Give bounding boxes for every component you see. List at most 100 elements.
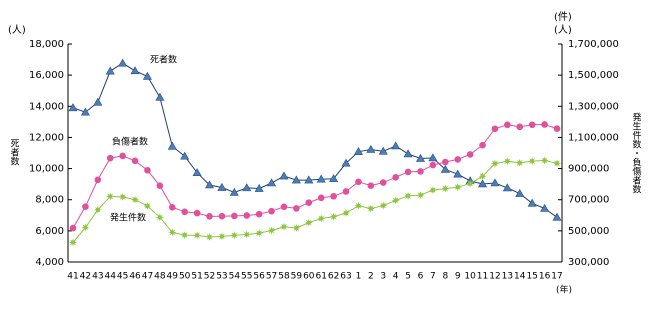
marker [118,58,128,67]
marker [440,164,450,173]
x-tick-label: 57 [266,272,277,282]
y2-tick-label: 1,500,000 [568,70,619,81]
marker [305,199,313,206]
marker [528,157,537,166]
x-tick-label: 45 [117,272,128,282]
marker [515,158,524,167]
x-tick-label: 59 [291,272,303,282]
marker [504,121,511,129]
marker [316,174,326,183]
x-tick-label: 17 [551,272,562,282]
marker [106,192,115,201]
marker [144,166,151,174]
marker [82,203,89,210]
marker [541,121,548,128]
x-tick-label: 51 [191,272,202,282]
marker [466,151,474,158]
series-line [72,159,558,243]
y-tick-label: 8,000 [35,195,64,206]
marker [69,224,77,232]
marker [168,228,177,237]
x-tick-label: 56 [253,272,265,282]
y2-axis-title: 発生件数・負傷者数 [631,111,642,194]
marker [156,182,164,190]
marker [379,201,388,210]
marker [81,223,90,232]
x-tick-label: 9 [455,272,461,282]
x-tick-label: 16 [539,272,551,282]
x-tick-label: 15 [526,272,537,282]
series-line [72,123,558,229]
marker [552,212,562,221]
marker [143,202,152,211]
marker [528,121,536,129]
x-tick-label: 43 [92,272,103,282]
y-tick-label: 16,000 [29,70,64,81]
x-tick-label: 54 [229,272,241,282]
x-tick-label: 44 [105,272,117,282]
marker [366,204,375,213]
marker [131,195,140,204]
right-unit: (件) [554,11,572,23]
marker [353,147,363,155]
marker [442,158,449,166]
marker [267,226,276,235]
x-tick-label: 52 [204,272,215,282]
marker [279,171,289,180]
marker [478,172,487,181]
marker [205,232,214,241]
marker [502,183,512,192]
x-tick-label: 7 [430,272,436,282]
y-tick-label: 14,000 [29,101,64,112]
x-tick-label: 55 [241,272,252,282]
marker [217,182,227,191]
marker [268,207,275,215]
x-tick-label: 8 [442,272,448,282]
marker [553,159,561,168]
marker [255,229,264,238]
marker [366,144,376,153]
marker [255,210,263,218]
marker [342,188,350,195]
marker [168,203,176,211]
x-tick-label: 6 [418,272,424,282]
y2-tick-label: 1,300,000 [568,101,619,112]
x-tick-label: 11 [477,272,488,282]
marker [378,146,388,155]
x-tick-label: 60 [303,272,315,282]
marker [341,158,351,167]
marker [516,123,524,131]
marker [69,238,77,247]
y-tick-label: 10,000 [29,164,64,175]
x-tick-label: 14 [514,272,526,282]
marker [404,191,413,200]
marker [391,196,400,205]
x-unit: (年) [556,284,572,296]
series-label: 死者数 [150,54,177,66]
marker [330,192,337,200]
marker [391,141,401,150]
marker [428,153,438,162]
marker [229,187,239,196]
x-tick-label: 10 [464,272,476,282]
x-tick-label: 12 [489,272,500,282]
marker [527,198,537,207]
y-axis-title: 死者数 [9,138,20,166]
marker [317,194,325,202]
x-tick-label: 58 [278,272,290,282]
marker [231,212,238,220]
series-label: 負傷者数 [112,136,148,148]
marker [80,107,90,116]
marker [478,179,488,188]
series-line [72,62,558,218]
x-tick-label: 42 [80,272,91,282]
x-tick-label: 63 [340,272,351,282]
marker [428,186,437,195]
marker [118,192,127,201]
x-tick-label: 53 [216,272,227,282]
marker [243,212,251,219]
marker [93,205,102,214]
y2-tick-label: 900,000 [568,164,609,175]
marker [429,161,437,169]
marker [355,178,362,186]
